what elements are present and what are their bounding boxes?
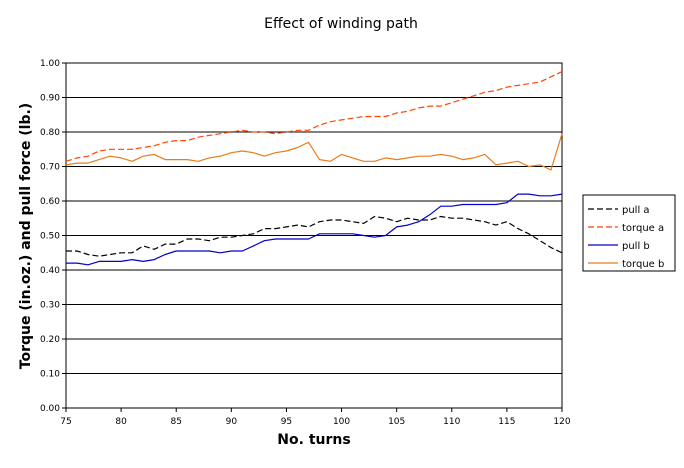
chart-title: Effect of winding path [264,16,418,32]
x-tick-label: 95 [281,417,292,427]
legend-label: pull a [622,205,650,216]
legend-box [582,194,676,272]
y-tick-label: 0.30 [40,301,60,311]
x-axis-ticks: 75 80 85 90 95 100 105 110 115 120 [60,408,571,427]
y-tick-label: 0.80 [40,128,60,138]
x-tick-label: 75 [60,417,71,427]
x-tick-label: 120 [553,417,570,427]
legend-label: torque a [622,223,664,234]
y-tick-label: 0.60 [40,197,60,207]
legend-label: torque b [622,259,664,270]
y-tick-label: 0.50 [40,232,60,242]
series-lines [65,71,563,266]
legend: pull a torque a pull b torque b [582,194,676,272]
series-line-torque-b [65,133,563,171]
y-tick-label: 0.40 [40,266,60,276]
x-tick-label: 80 [115,417,127,427]
x-tick-label: 115 [498,417,515,427]
x-tick-label: 100 [333,417,350,427]
series-line-torque-a [65,71,563,162]
x-tick-label: 105 [388,417,405,427]
y-axis-title: Torque (in.oz.) and pull force (lb.) [18,103,34,369]
series-line-pull-b [66,193,563,266]
y-tick-label: 0.20 [40,335,60,345]
y-tick-label: 0.90 [40,94,60,104]
y-tick-label: 0.70 [40,163,60,173]
x-axis-title: No. turns [277,432,350,448]
y-tick-label: 0.00 [40,404,60,414]
y-tick-label: 0.10 [40,370,60,380]
y-axis-ticks: 0.00 0.10 0.20 0.30 0.40 0.50 0.60 0.70 0.80 0.90… [40,59,66,414]
series-line-pull-a [66,215,563,257]
x-tick-label: 85 [170,417,181,427]
x-tick-label: 90 [226,417,238,427]
x-tick-label: 110 [443,417,460,427]
y-tick-label: 1.00 [40,59,60,69]
legend-label: pull b [622,241,650,252]
grid [66,62,562,409]
